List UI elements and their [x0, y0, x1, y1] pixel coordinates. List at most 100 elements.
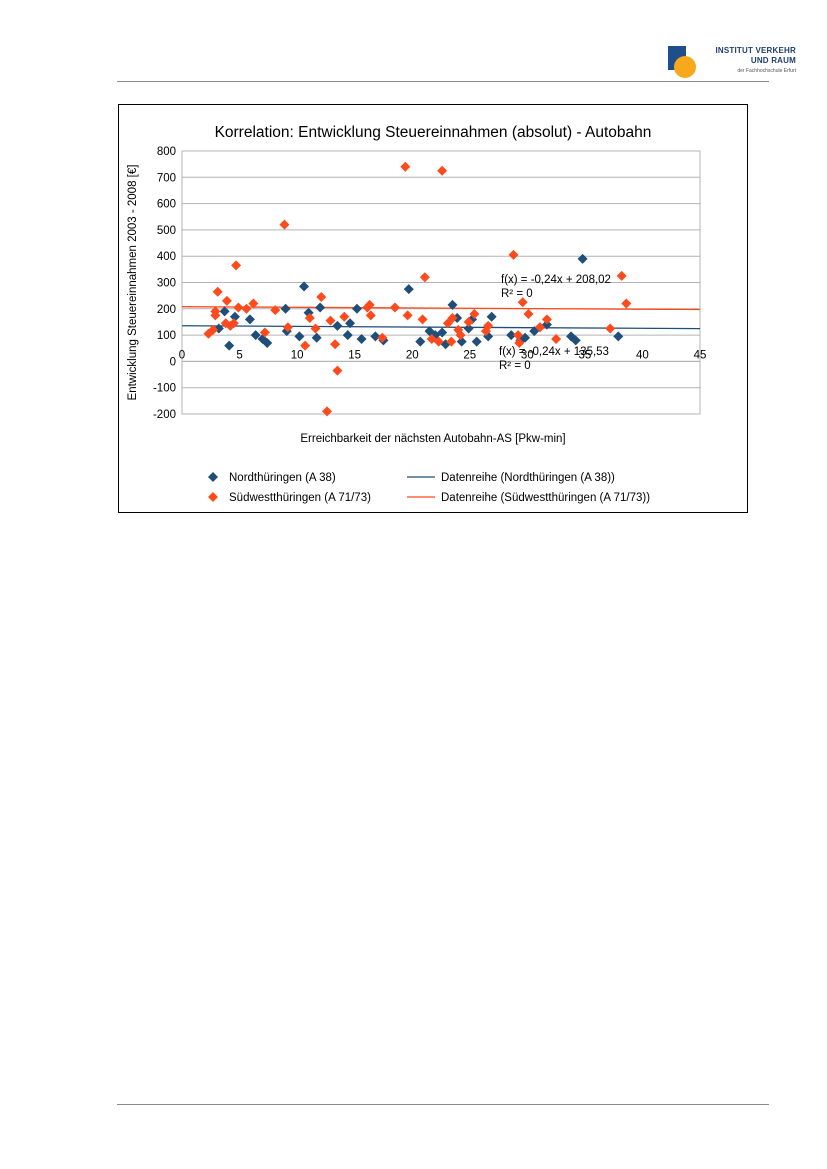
data-point-nord — [345, 318, 356, 329]
legend-marker-suedwest — [208, 492, 218, 502]
chart-frame: Korrelation: Entwicklung Steuereinnahmen… — [118, 104, 748, 513]
plot-area — [181, 150, 701, 415]
chart-title: Korrelation: Entwicklung Steuereinnahmen… — [215, 124, 652, 141]
trendline-nord — [181, 325, 701, 330]
data-point-suedwest — [463, 316, 474, 327]
logo-sun-circle — [674, 56, 696, 78]
data-point-suedwest — [210, 310, 221, 321]
data-point-nord — [370, 331, 381, 342]
data-point-nord — [351, 303, 362, 314]
data-point-suedwest — [417, 314, 428, 325]
data-point-nord — [486, 311, 497, 322]
data-point-suedwest — [389, 302, 400, 313]
data-point-suedwest — [523, 309, 534, 320]
data-point-suedwest — [248, 298, 259, 309]
data-point-nord — [332, 320, 343, 331]
y-tick-label: 600 — [157, 199, 176, 211]
data-point-suedwest — [310, 323, 321, 334]
data-point-suedwest — [282, 322, 293, 333]
data-point-suedwest — [419, 272, 430, 283]
data-point-suedwest — [212, 286, 223, 297]
logo-text-line3: der Fachhochschule Erfurt — [737, 68, 796, 74]
data-point-nord — [415, 336, 426, 347]
data-point-nord — [229, 311, 240, 322]
y-tick-label: 300 — [157, 278, 176, 290]
data-point-suedwest — [270, 305, 281, 316]
data-point-suedwest — [455, 330, 466, 341]
legend-trend-label-suedwest: Datenreihe (Südwestthüringen (A 71/73)) — [441, 492, 650, 504]
data-point-suedwest — [316, 291, 327, 302]
data-point-nord — [342, 330, 353, 341]
data-point-nord — [294, 331, 305, 342]
data-point-suedwest — [339, 311, 350, 322]
data-point-nord — [577, 253, 588, 264]
trendline-suedwest — [181, 306, 701, 311]
x-tick-label: 5 — [236, 349, 242, 361]
data-point-suedwest — [513, 330, 524, 341]
data-point-nord — [262, 337, 273, 348]
data-point-suedwest — [447, 313, 458, 324]
legend-label-nord: Nordthüringen (A 38) — [229, 472, 336, 484]
y-tick-label: -100 — [153, 383, 176, 395]
x-tick-label: 45 — [694, 349, 707, 361]
data-point-suedwest — [400, 161, 411, 172]
data-point-suedwest — [364, 299, 375, 310]
data-point-suedwest — [365, 310, 376, 321]
data-point-nord — [219, 306, 230, 317]
y-tick-label: 0 — [170, 356, 176, 368]
data-point-suedwest — [402, 310, 413, 321]
y-tick-label: 800 — [157, 146, 176, 158]
data-point-suedwest — [241, 303, 252, 314]
y-tick-label: 200 — [157, 304, 176, 316]
x-axis-label: Erreichbarkeit der nächsten Autobahn-AS … — [300, 433, 565, 445]
data-point-nord — [456, 336, 467, 347]
data-point-suedwest — [304, 313, 315, 324]
data-point-suedwest — [377, 332, 388, 343]
data-point-suedwest — [332, 365, 343, 376]
trend-equation-suedwest: f(x) = -0,24x + 208,02 — [501, 274, 611, 286]
x-tick-label: 15 — [348, 349, 361, 361]
data-point-nord — [311, 332, 322, 343]
data-point-nord — [570, 335, 581, 346]
data-point-suedwest — [469, 309, 480, 320]
data-point-suedwest — [514, 337, 525, 348]
data-point-suedwest — [446, 336, 457, 347]
data-point-suedwest — [330, 339, 341, 350]
data-point-nord — [463, 323, 474, 334]
trend-equation-nord: f(x) = -0,24x + 135,53 — [499, 346, 609, 358]
data-point-suedwest — [534, 322, 545, 333]
data-point-nord — [447, 299, 458, 310]
data-point-suedwest — [220, 318, 231, 329]
data-point-nord — [315, 302, 326, 313]
data-point-suedwest — [508, 249, 519, 260]
trend-r2-nord: R² = 0 — [499, 360, 531, 372]
data-point-nord — [506, 330, 517, 341]
y-tick-label: 400 — [157, 251, 176, 263]
data-point-suedwest — [433, 336, 444, 347]
data-point-nord — [250, 330, 261, 341]
data-point-suedwest — [325, 315, 336, 326]
y-tick-label: -200 — [153, 409, 176, 421]
legend-marker-nord — [208, 472, 218, 482]
data-point-suedwest — [437, 165, 448, 176]
data-point-suedwest — [228, 318, 239, 329]
data-point-suedwest — [221, 295, 232, 306]
y-axis-label: Entwicklung Steuereinnahmen 2003 - 2008 … — [127, 165, 139, 401]
institute-logo: INSTITUT VERKEHR UND RAUM der Fachhochsc… — [668, 46, 800, 86]
trend-r2-suedwest: R² = 0 — [501, 288, 533, 300]
data-point-suedwest — [208, 324, 219, 335]
header-divider — [117, 81, 769, 82]
y-tick-label: 700 — [157, 172, 176, 184]
data-point-nord — [613, 331, 624, 342]
data-point-nord — [280, 303, 291, 314]
x-tick-label: 25 — [463, 349, 476, 361]
data-point-suedwest — [541, 314, 552, 325]
legend-label-suedwest: Südwestthüringen (A 71/73) — [229, 492, 371, 504]
data-point-nord — [471, 336, 482, 347]
data-point-suedwest — [551, 334, 562, 345]
correlation-chart: Korrelation: Entwicklung Steuereinnahmen… — [127, 124, 707, 504]
data-point-suedwest — [279, 219, 290, 230]
data-point-nord — [244, 314, 255, 325]
legend-trend-label-nord: Datenreihe (Nordthüringen (A 38)) — [441, 472, 615, 484]
data-point-nord — [483, 331, 494, 342]
